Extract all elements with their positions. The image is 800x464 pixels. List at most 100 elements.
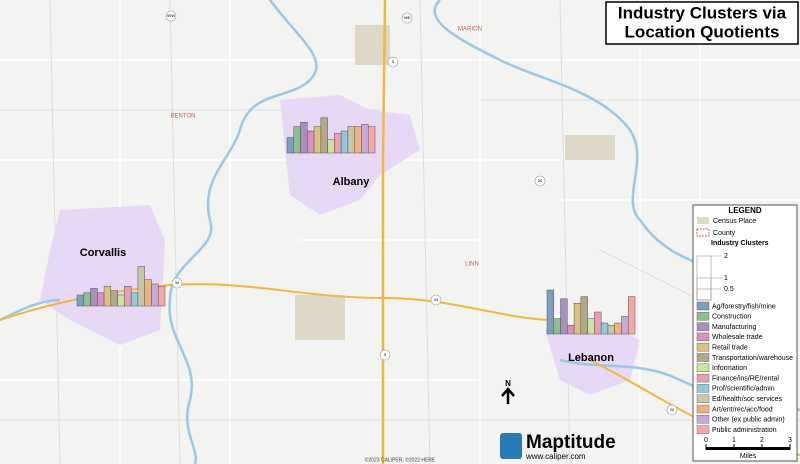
cluster-bar — [627, 296, 636, 335]
legend-swatch — [696, 404, 710, 414]
region-label: BENTON — [171, 114, 196, 120]
cluster-bar — [300, 121, 308, 154]
logo-icon — [500, 433, 522, 459]
legend-category: Art/ent/rec/acc/food — [712, 406, 773, 413]
region-label: MARION — [458, 27, 482, 33]
highway-number: 34 — [434, 297, 439, 302]
highway-shield — [666, 404, 678, 416]
legend-subtitle: Industry Clusters — [711, 240, 769, 247]
legend-swatch — [696, 353, 710, 362]
highway-number: 99E — [403, 15, 410, 20]
city-label: Corvallis — [80, 247, 126, 259]
cluster-bar — [354, 126, 362, 154]
cluster-bar — [340, 130, 349, 154]
cluster-bar — [614, 322, 622, 335]
highway-number: 5 — [392, 59, 395, 64]
cluster-bar — [573, 302, 582, 335]
legend-category: Other (ex public admin) — [712, 417, 785, 424]
legend-box — [692, 204, 798, 462]
cluster-bar — [151, 283, 159, 307]
highway-shield — [165, 10, 177, 22]
cluster-bar — [90, 288, 98, 307]
scale-label: 3 — [788, 437, 792, 444]
title-line: Industry Clusters via — [618, 3, 787, 22]
legend-swatch — [696, 425, 710, 434]
legend-scale-label: 2 — [724, 253, 728, 260]
legend-swatch — [696, 301, 710, 311]
legend-category: Prof/scientific/admin — [712, 386, 775, 393]
cluster-bar — [76, 294, 85, 307]
scale-label: 0 — [704, 437, 708, 444]
legend-category: Ed/health/soc services — [712, 396, 783, 403]
cluster-bar — [293, 126, 301, 154]
legend-category: Transportation/warehouse — [712, 355, 793, 362]
city-label: Albany — [333, 176, 371, 188]
legend-scale-box — [696, 288, 712, 301]
legend-category: Information — [712, 365, 747, 372]
scale-label: 2 — [760, 437, 764, 444]
overlay: Industry Clusters via Location Quotients… — [365, 1, 799, 463]
cluster-bar — [367, 126, 376, 154]
legend-scale-label: 0.5 — [724, 286, 734, 293]
title-box — [605, 1, 799, 45]
legend-swatch — [696, 384, 710, 393]
cluster-bar — [103, 285, 112, 307]
cluster-bar — [361, 124, 369, 154]
legend-category: Wholesale trade — [712, 334, 763, 341]
cluster-bar — [621, 316, 629, 335]
cluster-bar — [327, 139, 335, 154]
highway-shield — [401, 12, 413, 24]
highway-number: 20 — [670, 407, 675, 412]
cluster-bar — [594, 311, 602, 335]
cluster-bar — [560, 298, 568, 335]
highway-shield — [379, 349, 391, 361]
cluster-bar — [97, 292, 105, 307]
copyright: ©2023 CALIPER; ©2022 HERE — [365, 456, 436, 463]
cluster-bar — [553, 318, 561, 335]
cluster-bar — [334, 132, 342, 154]
legend-category: Construction — [712, 314, 751, 321]
legend-scale-label: 1 — [724, 275, 728, 282]
legend-swatch — [696, 228, 710, 237]
scale-bar — [706, 447, 790, 450]
legend-category: Finance/ins/RE/rental — [712, 375, 779, 382]
cluster-bar — [286, 137, 295, 154]
highway-number: 99W — [167, 13, 175, 18]
cluster-bar — [117, 294, 125, 307]
north-label: N — [505, 379, 511, 388]
cluster-bar — [137, 266, 145, 307]
cluster-bar — [607, 324, 615, 335]
cluster-bar — [130, 292, 139, 307]
highway-shield — [430, 294, 442, 306]
cluster-bar — [83, 292, 91, 307]
legend-swatch — [696, 312, 710, 321]
highway-number: 34 — [175, 280, 180, 285]
cluster-bar — [587, 318, 595, 335]
legend-swatch — [696, 322, 710, 331]
legend-swatch — [696, 343, 710, 352]
highway-shield — [387, 56, 399, 68]
legend-category: Public administration — [712, 427, 777, 434]
cluster-bar — [320, 117, 328, 154]
cluster-bar — [157, 285, 166, 307]
brand: Maptitude — [526, 432, 616, 453]
cluster-bar — [307, 130, 315, 154]
legend-item: Census Place — [713, 218, 756, 225]
legend-swatch — [696, 373, 710, 383]
cluster-bar — [600, 322, 609, 335]
legend-category: Manufacturing — [712, 324, 756, 331]
brand-url: www.caliper.com — [525, 452, 586, 461]
title-line: Location Quotients — [625, 22, 780, 41]
highway-shield — [534, 175, 546, 187]
scale-unit: Miles — [740, 453, 757, 460]
legend-swatch — [697, 217, 709, 224]
census-places — [40, 95, 640, 395]
legend-title: LEGEND — [728, 206, 762, 215]
cluster-bar — [124, 285, 132, 307]
highway-number: 5 — [384, 352, 387, 357]
cluster-bar — [580, 296, 588, 335]
legend-swatch — [696, 332, 710, 342]
city-label: Lebanon — [568, 352, 614, 364]
north-arrow — [501, 387, 515, 404]
